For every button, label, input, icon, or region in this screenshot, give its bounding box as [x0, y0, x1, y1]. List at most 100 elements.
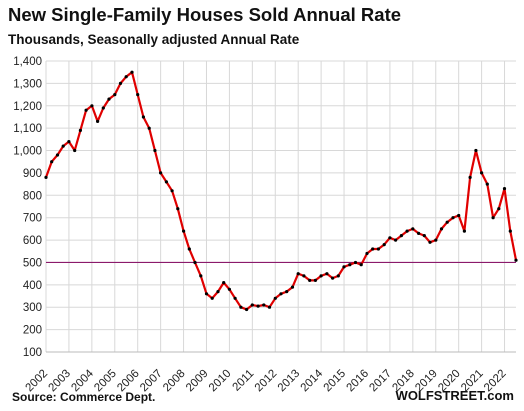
data-point — [514, 258, 518, 262]
data-point — [325, 272, 329, 276]
data-point — [394, 238, 398, 242]
data-point — [319, 274, 323, 278]
y-tick-label: 900 — [23, 168, 42, 180]
data-point — [428, 240, 432, 244]
series-line — [44, 71, 518, 311]
data-point — [308, 278, 312, 282]
data-point — [405, 229, 409, 233]
series-group — [44, 70, 518, 312]
data-point — [485, 182, 489, 186]
data-point — [445, 220, 449, 224]
data-point — [90, 104, 94, 108]
data-point — [342, 265, 346, 269]
y-tick-label: 1,000 — [13, 146, 42, 158]
data-point — [233, 296, 237, 300]
data-point — [118, 81, 123, 85]
data-point — [136, 93, 140, 97]
data-point — [382, 243, 386, 247]
data-point — [302, 274, 306, 278]
data-point — [462, 229, 466, 233]
data-point — [239, 305, 243, 309]
y-tick-label: 1,300 — [13, 78, 42, 90]
chart-subtitle: Thousands, Seasonally adjusted Annual Ra… — [8, 32, 300, 47]
x-tick-label: 2014 — [299, 367, 326, 394]
data-point — [359, 263, 363, 267]
data-point — [147, 126, 151, 130]
data-point — [222, 281, 226, 285]
data-point — [187, 247, 191, 251]
x-tick-label: 2013 — [276, 368, 303, 395]
data-point — [153, 148, 157, 153]
data-point — [73, 148, 77, 153]
data-point — [61, 144, 65, 148]
x-tick-label: 2011 — [230, 368, 256, 394]
data-point — [130, 70, 134, 74]
data-point — [67, 140, 71, 144]
data-point — [279, 292, 283, 296]
data-point — [290, 285, 295, 289]
data-point — [480, 171, 484, 175]
x-tick-label: 2017 — [367, 368, 394, 395]
data-point — [55, 153, 60, 157]
data-point — [262, 303, 266, 307]
y-tick-label: 400 — [23, 280, 42, 292]
data-point — [44, 175, 48, 179]
data-point — [348, 263, 352, 267]
data-point — [331, 276, 335, 280]
data-point — [210, 296, 214, 300]
data-point — [159, 171, 163, 175]
data-point — [439, 227, 444, 231]
data-point — [50, 160, 54, 164]
gridlines — [45, 60, 516, 353]
data-point — [468, 175, 472, 179]
data-point — [84, 108, 88, 112]
chart-title: New Single-Family Houses Sold Annual Rat… — [8, 4, 402, 25]
x-tick-label: 2009 — [184, 368, 211, 395]
data-point — [107, 97, 111, 101]
x-tick-label: 2012 — [253, 368, 280, 395]
data-point — [124, 75, 128, 79]
data-point — [491, 216, 495, 220]
data-point — [193, 260, 197, 265]
data-point — [457, 213, 461, 218]
data-point — [434, 238, 438, 242]
data-point — [204, 292, 209, 296]
data-point — [399, 234, 403, 238]
data-point — [273, 296, 277, 300]
source-note: Source: Commerce Dept. — [12, 390, 156, 404]
x-tick-label: 2010 — [207, 368, 234, 395]
data-point — [365, 251, 369, 256]
data-point — [422, 234, 426, 238]
data-point — [182, 229, 186, 233]
data-point — [313, 278, 317, 282]
y-tick-label: 300 — [23, 302, 42, 314]
data-point — [164, 180, 168, 184]
data-point — [101, 106, 105, 110]
data-point — [199, 274, 203, 278]
y-tick-label: 700 — [23, 213, 42, 225]
data-point — [451, 216, 455, 220]
data-point — [353, 260, 358, 265]
data-point — [216, 290, 220, 294]
y-tick-label: 800 — [23, 190, 42, 202]
x-tick-label: 2015 — [322, 368, 349, 395]
data-point — [411, 227, 415, 231]
data-point — [78, 128, 82, 132]
brand-label: WOLFSTREET.com — [395, 388, 514, 403]
y-tick-label: 100 — [23, 347, 42, 359]
x-tick-label: 2008 — [161, 368, 188, 395]
data-point — [113, 93, 117, 97]
data-point — [245, 307, 249, 312]
data-point — [296, 272, 300, 276]
data-point — [508, 229, 512, 233]
data-point — [388, 236, 392, 240]
y-tick-label: 600 — [23, 235, 42, 247]
data-point — [170, 189, 174, 193]
data-point — [227, 287, 231, 291]
x-tick-label: 2016 — [345, 368, 372, 395]
data-point — [250, 303, 254, 307]
data-point — [417, 231, 421, 235]
data-point — [176, 207, 180, 211]
data-point — [267, 305, 272, 309]
